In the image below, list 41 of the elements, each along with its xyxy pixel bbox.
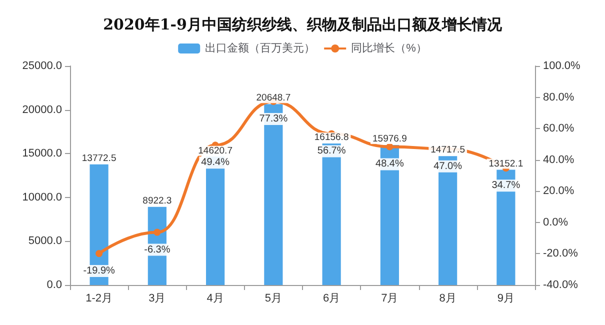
y2-tick-label: 60.0% [543,122,574,135]
data-label: 34.7% [492,180,520,192]
data-label: 16156.8 [314,132,349,143]
data-label: 8922.3 [142,195,172,206]
data-label: 56.7% [317,146,346,157]
data-label: 13152.1 [488,158,524,170]
data-label: 14717.5 [430,144,465,156]
y-tick-label: 20000.0 [22,104,62,116]
y-tick-label: 0.0 [46,279,62,291]
x-tick-label: 8月 [439,292,456,304]
y-tick-label: 15000.0 [22,148,62,160]
data-label: 47.0% [434,160,462,172]
data-label: 48.4% [376,158,404,170]
y2-tick-label: 0.0% [543,216,568,228]
y2-tick-label: 20.0% [543,185,574,198]
data-label: 13772.5 [82,152,116,164]
y2-tick-label: 40.0% [543,154,574,166]
y2-tick-label: 80.0% [543,91,574,104]
data-label: -19.9% [83,266,116,277]
chart-title: 2020年1-9月中国纺织纱线、织物及制品出口额及增长情况 [103,16,503,34]
y-tick-label: 25000.0 [22,60,62,72]
y-tick-label: 10000.0 [22,191,62,204]
x-tick-label: 6月 [323,292,340,304]
data-label: 14620.7 [198,145,232,156]
y2-tick-label: -40.0% [543,279,578,291]
legend-label: 同比增长（%） [351,42,427,54]
y-tick-label: 5000.0 [28,235,62,248]
x-tick-label: 4月 [206,292,224,304]
x-tick-label: 1-2月 [86,292,113,304]
x-tick-label: 7月 [381,292,398,304]
legend-label: 出口金额（百万美元） [205,42,316,54]
data-label: 15976.9 [372,134,407,145]
data-label: 77.3% [259,114,288,125]
x-tick-label: 5月 [264,292,282,304]
x-tick-label: 3月 [148,292,166,304]
y2-tick-label: 100.0% [543,60,581,72]
data-label: 20648.7 [256,92,291,104]
data-label: -6.3% [144,244,170,256]
y2-tick-label: -20.0% [543,248,578,260]
data-label: 49.4% [201,157,230,168]
x-tick-label: 9月 [497,292,514,304]
